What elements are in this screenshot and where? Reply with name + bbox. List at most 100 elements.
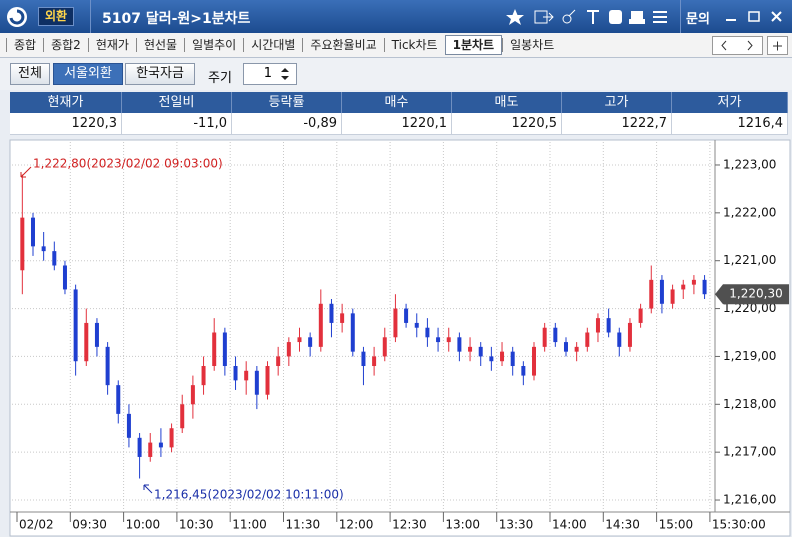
y-tick-label: 1,221,00 [723, 253, 776, 267]
quote-header: 매수 [342, 92, 452, 113]
y-tick-label: 1,217,00 [723, 445, 776, 459]
candle-body [659, 279, 664, 304]
candle-body [670, 289, 675, 304]
filter-button[interactable]: 전체 [10, 63, 50, 85]
low-note: 1,216,45(2023/02/02 10:11:00) [154, 488, 344, 502]
spinner-arrows[interactable] [276, 65, 294, 83]
tab[interactable]: Tick차트 [383, 38, 445, 52]
inquiry-button[interactable]: 문의 [686, 12, 710, 27]
tab[interactable]: 일별추이 [184, 38, 243, 52]
quote-header: 전일비 [122, 92, 232, 113]
candle-body [73, 289, 78, 362]
candle-body [436, 337, 441, 343]
candle-body [638, 308, 643, 323]
candle-body [681, 284, 686, 290]
y-tick-label: 1,223,00 [723, 157, 776, 171]
candle-body [276, 356, 281, 367]
quote-value: 1216,4 [672, 113, 788, 135]
quote-value: 1222,7 [562, 113, 672, 135]
candle-body [606, 318, 611, 333]
x-tick-label: 12:00 [339, 518, 374, 532]
candle-body [62, 265, 67, 290]
tab-active[interactable]: 1분차트 [444, 35, 503, 55]
candle-body [329, 303, 334, 323]
y-tick-label: 1,216,00 [723, 493, 776, 507]
chart-frame [9, 139, 791, 537]
candle-body [489, 356, 494, 362]
x-tick-label: 15:00 [659, 518, 694, 532]
title-bar: 외환 5107 달러-원>1분차트 문의 [0, 0, 792, 33]
tab[interactable]: 종합2 [43, 38, 88, 52]
app-logo [7, 7, 27, 27]
filter-button[interactable]: 한국자금 [125, 63, 195, 85]
tab[interactable]: 종합 [6, 38, 43, 52]
x-tick-label: 13:30 [499, 518, 534, 532]
candle-body [542, 327, 547, 347]
candle-body [510, 351, 515, 367]
candle-body [414, 322, 419, 328]
quote-header: 등락률 [232, 92, 342, 113]
high-arrow [20, 166, 32, 178]
candle-body [30, 217, 35, 247]
quote-value: 1220,1 [342, 113, 452, 135]
candle-body [126, 413, 131, 438]
candle-body [468, 346, 473, 352]
candle-body [244, 370, 249, 381]
low-arrow [143, 484, 153, 494]
x-tick-label: 02/02 [19, 518, 54, 532]
x-tick-label: 11:30 [286, 518, 321, 532]
candle-body [361, 351, 366, 367]
candle-body [521, 366, 526, 376]
tab-bar: 종합 종합2 현재가 현선물 일별추이 시간대별 주요환율비교 Tick차트 1… [0, 33, 792, 58]
toolbar-icons[interactable] [505, 7, 675, 27]
y-tick-label: 1,220,00 [723, 301, 776, 315]
y-tick-label: 1,222,00 [723, 205, 776, 219]
candle-body [308, 337, 313, 347]
candle-body [372, 356, 377, 367]
quote-table: 현재가 전일비 등락률 매수 매도 고가 저가 1220,3 -11,0 -0,89 1220,1 1… [10, 92, 788, 136]
candle-body [52, 251, 57, 266]
candle-body [169, 428, 174, 448]
tab[interactable]: 현선물 [135, 38, 184, 52]
candle-body [595, 318, 600, 333]
candlestick-chart: 1,222,80(2023/02/02 09:03:00) 1,216,45(2… [9, 139, 791, 537]
quote-value: -11,0 [122, 113, 232, 135]
candle-body [254, 370, 259, 395]
candle-body [41, 246, 46, 252]
market-tag: 외환 [38, 7, 74, 26]
tab[interactable]: 현재가 [87, 38, 136, 52]
candle-body [94, 322, 99, 347]
tab-scroll[interactable] [712, 36, 790, 55]
y-tick-label: 1,218,00 [723, 397, 776, 411]
candle-body [649, 279, 654, 309]
y-tick-label: 1,219,00 [723, 349, 776, 363]
candle-body [617, 332, 622, 347]
candle-body [563, 342, 568, 352]
period-spinner[interactable]: 1 [243, 63, 297, 85]
x-tick-label: 15:30:00 [712, 518, 766, 532]
filter-bar: 전체 서울외환 한국자금 주기 1 [0, 58, 792, 90]
x-tick-label: 14:30 [605, 518, 640, 532]
tab[interactable]: 주요환율비교 [302, 38, 383, 52]
tab[interactable]: 시간대별 [243, 38, 302, 52]
candle-body [84, 322, 89, 362]
candle-body [116, 385, 121, 414]
candle-body [691, 279, 696, 285]
candle-body [105, 346, 110, 386]
quote-header: 저가 [672, 92, 788, 113]
x-tick-label: 10:00 [126, 518, 161, 532]
candle-body [500, 351, 505, 362]
candle-body [585, 332, 590, 347]
tab[interactable]: 일봉차트 [502, 38, 561, 52]
candle-body [553, 327, 558, 343]
candle-body [478, 346, 483, 357]
candle-body [201, 366, 206, 386]
filter-button[interactable]: 서울외환 [53, 63, 123, 85]
last-price-marker [715, 284, 789, 305]
candle-body [446, 337, 451, 343]
candle-body [532, 346, 537, 376]
candle-body [286, 342, 291, 357]
window-controls[interactable] [722, 8, 790, 26]
candle-body [20, 217, 25, 271]
